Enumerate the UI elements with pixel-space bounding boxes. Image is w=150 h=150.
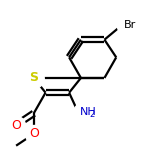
Text: NH: NH: [79, 107, 96, 117]
Text: S: S: [29, 71, 38, 84]
Text: O: O: [29, 127, 39, 140]
Text: 2: 2: [89, 110, 94, 119]
Text: O: O: [11, 118, 21, 132]
Text: Br: Br: [124, 20, 136, 30]
